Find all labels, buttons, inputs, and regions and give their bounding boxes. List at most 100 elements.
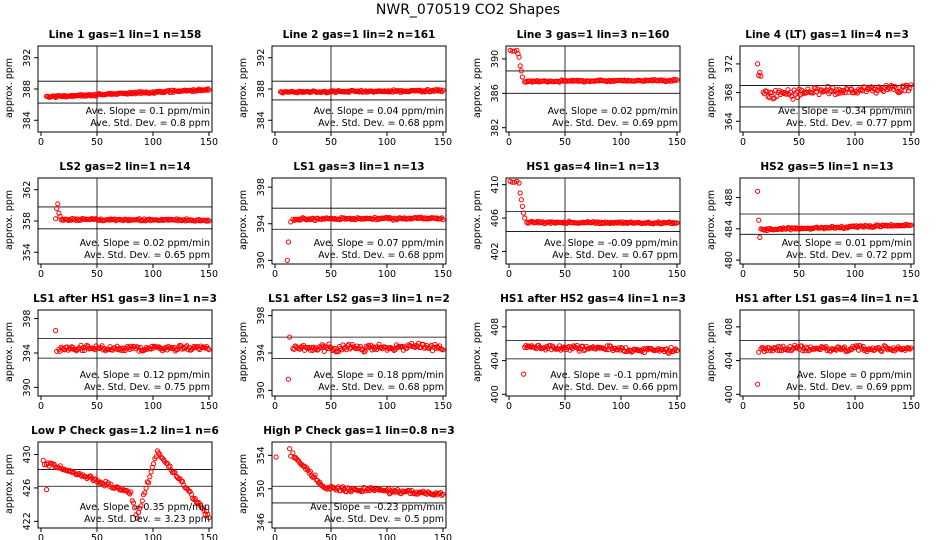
panel-title: Line 3 gas=1 lin=3 n=160 [517, 29, 670, 41]
panel-title: HS1 after LS1 gas=4 lin=1 n=1 [735, 293, 919, 305]
x-tick-label: 50 [325, 269, 337, 280]
x-tick-label: 150 [434, 269, 452, 280]
y-tick-label: 410 [490, 176, 501, 194]
data-point [174, 474, 181, 481]
data-point [395, 344, 401, 351]
data-points [53, 328, 212, 354]
panel-1: Line 1 gas=1 lin=1 n=158 approx. ppm 0 50 10… [4, 29, 218, 148]
stddev-annotation: Ave. Std. Dev. = 0.68 ppm [318, 250, 444, 261]
x-tick-label: 50 [793, 269, 805, 280]
y-tick-label: 392 [256, 49, 267, 67]
data-point [91, 92, 97, 99]
plot-frame [271, 177, 447, 265]
y-tick-label: 362 [22, 181, 33, 199]
x-tick-label: 50 [91, 269, 103, 280]
data-point [418, 88, 424, 94]
data-point [378, 344, 384, 350]
data-point [436, 343, 443, 349]
data-point [53, 328, 59, 334]
data-point [795, 94, 801, 101]
data-point [517, 63, 523, 69]
data-point [183, 485, 189, 491]
data-points [44, 86, 212, 101]
data-point [516, 180, 522, 186]
x-tick-label: 100 [378, 401, 396, 412]
data-point [885, 347, 891, 353]
data-point [191, 343, 197, 349]
data-point [138, 503, 144, 509]
data-point [79, 347, 85, 354]
x-tick-label: 0 [272, 269, 278, 280]
stddev-annotation: Ave. Std. Dev. = 0.68 ppm [318, 118, 444, 129]
data-points [755, 61, 914, 102]
y-tick-label: 388 [256, 80, 267, 98]
data-point [148, 346, 154, 352]
data-point [755, 188, 761, 194]
data-point [53, 216, 59, 222]
data-point [416, 490, 422, 496]
y-tick-label: 402 [490, 242, 501, 260]
data-points [755, 188, 914, 240]
data-point [133, 89, 139, 95]
data-point [521, 210, 527, 216]
y-tick-label: 404 [724, 352, 735, 370]
data-point [196, 500, 202, 506]
data-point [757, 234, 763, 240]
x-tick-label: 50 [793, 137, 805, 148]
slope-annotation: Ave. Slope = 0.18 ppm/min [314, 370, 444, 381]
data-point [828, 88, 835, 94]
y-tick-label: 346 [256, 513, 267, 531]
panel-title: HS2 gas=5 lin=1 n=13 [760, 161, 893, 173]
x-tick-label: 150 [902, 269, 920, 280]
slope-annotation: Ave. Slope = -0.23 ppm/min [310, 502, 444, 513]
data-point [439, 492, 445, 498]
x-tick-label: 50 [559, 137, 571, 148]
panel-2: Line 2 gas=1 lin=2 n=161 approx. ppm 0 50 10… [238, 29, 452, 148]
data-point [755, 61, 761, 67]
x-tick-label: 50 [91, 401, 103, 412]
data-point [384, 487, 390, 493]
y-tick-label: 404 [490, 352, 501, 370]
stddev-annotation: Ave. Std. Dev. = 0.69 ppm [786, 382, 912, 393]
x-tick-label: 150 [434, 533, 452, 540]
x-tick-label: 0 [740, 137, 746, 148]
y-tick-label: 484 [724, 220, 735, 238]
data-point [519, 203, 526, 209]
data-point [299, 344, 305, 350]
y-tick-label: 354 [22, 243, 33, 261]
data-point [906, 345, 912, 351]
data-point [134, 515, 140, 521]
data-point [321, 348, 327, 354]
plot-frame [271, 441, 447, 529]
data-point [107, 90, 114, 96]
data-point [146, 480, 152, 486]
data-point [128, 489, 134, 495]
data-point [204, 87, 210, 93]
data-point [299, 216, 305, 222]
data-point [391, 489, 397, 495]
y-tick-label: 426 [22, 479, 33, 497]
plot-frame [739, 45, 915, 133]
x-tick-label: 150 [668, 269, 686, 280]
x-tick-label: 0 [272, 401, 278, 412]
y-axis-label: approx. ppm [4, 322, 15, 382]
x-tick-label: 0 [506, 269, 512, 280]
data-point [369, 347, 375, 353]
x-tick-label: 100 [612, 137, 630, 148]
x-tick-label: 150 [902, 401, 920, 412]
stddev-annotation: Ave. Std. Dev. = 0.65 ppm [84, 250, 210, 261]
data-points [273, 446, 446, 498]
slope-annotation: Ave. Slope = 0.02 ppm/min [548, 106, 678, 117]
y-tick-label: 386 [490, 84, 501, 102]
x-tick-label: 50 [559, 401, 571, 412]
panel-title: LS2 gas=2 lin=1 n=14 [59, 161, 190, 173]
stddev-annotation: Ave. Std. Dev. = 3.23 ppm [84, 514, 210, 525]
data-point [801, 89, 807, 95]
stddev-annotation: Ave. Std. Dev. = 0.67 ppm [552, 250, 678, 261]
y-tick-label: 368 [724, 84, 735, 102]
y-tick-label: 364 [724, 112, 735, 130]
panel-title: Line 4 (LT) gas=1 lin=4 n=3 [745, 29, 909, 41]
data-point [285, 376, 291, 382]
data-point [516, 54, 522, 60]
